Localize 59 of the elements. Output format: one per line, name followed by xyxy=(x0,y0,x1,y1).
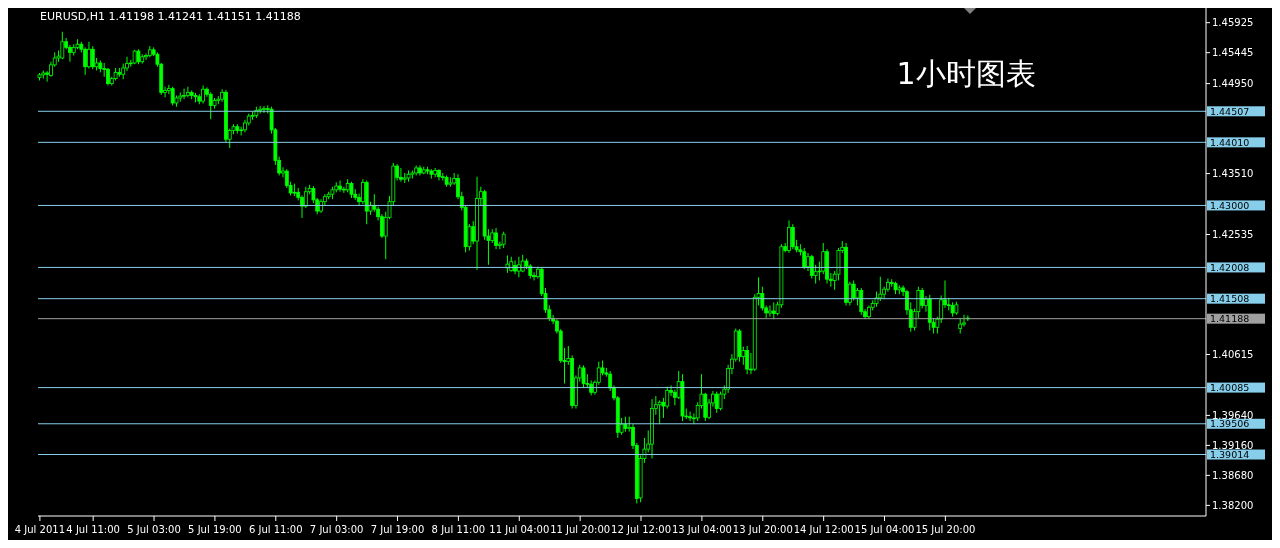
y-tick-label: 1.45445 xyxy=(1212,47,1254,59)
x-tick-label: 12 Jul 12:00 xyxy=(611,524,672,535)
candlestick xyxy=(494,227,498,250)
candlestick xyxy=(185,86,190,98)
ref-line-label: 1.39014 xyxy=(1210,449,1250,461)
candlestick xyxy=(768,304,772,318)
candlestick xyxy=(182,88,186,100)
ref-line-label: 1.39506 xyxy=(1210,418,1250,430)
x-tick-label: 7 Jul 03:00 xyxy=(309,524,364,535)
candlestick xyxy=(262,105,266,114)
x-tick-label: 7 Jul 19:00 xyxy=(370,524,425,535)
ref-line-label: 1.41508 xyxy=(1210,293,1250,305)
x-tick-label: 15 Jul 04:00 xyxy=(854,524,915,535)
y-tick-label: 1.40615 xyxy=(1212,349,1254,361)
ref-line-label: 1.40085 xyxy=(1210,382,1250,394)
x-tick-label: 4 Jul 11:00 xyxy=(66,524,120,535)
candlestick xyxy=(657,399,662,425)
x-tick-label: 6 Jul 11:00 xyxy=(248,524,303,535)
candlestick xyxy=(802,247,807,270)
candlestick xyxy=(201,84,205,105)
candlestick xyxy=(399,167,403,183)
y-tick-label: 1.44950 xyxy=(1212,78,1254,90)
candlestick xyxy=(927,294,932,331)
x-tick-label: 13 Jul 04:00 xyxy=(671,524,732,535)
x-tick-label: 4 Jul 2011 xyxy=(14,524,66,535)
candlestick xyxy=(338,179,342,193)
candlestick xyxy=(790,223,795,250)
ref-line-label: 1.44507 xyxy=(1210,105,1250,117)
y-tick-label: 1.43510 xyxy=(1212,168,1254,180)
candlestick xyxy=(90,45,95,70)
candlestick xyxy=(809,254,814,280)
candlestick xyxy=(806,252,810,272)
candlestick xyxy=(83,46,88,76)
x-tick-label: 8 Jul 11:00 xyxy=(431,524,486,535)
y-tick-label: 1.39160 xyxy=(1212,439,1254,451)
ref-line-label: 1.42008 xyxy=(1210,261,1250,273)
candlestick xyxy=(87,41,91,70)
x-tick-label: 14 Jul 12:00 xyxy=(793,524,854,535)
candlestick xyxy=(787,219,791,254)
y-tick-label: 1.38200 xyxy=(1212,499,1254,511)
candlestick xyxy=(513,259,517,275)
y-tick-label: 1.42535 xyxy=(1212,229,1254,241)
ref-line-label: 1.44010 xyxy=(1210,136,1250,148)
x-tick-label: 5 Jul 03:00 xyxy=(127,524,181,535)
x-tick-label: 5 Jul 19:00 xyxy=(188,524,242,535)
chart-title: EURUSD,H1 1.41198 1.41241 1.41151 1.41188 xyxy=(40,10,301,23)
y-tick-label: 1.45925 xyxy=(1212,17,1254,29)
candlestick xyxy=(745,345,750,375)
x-tick-label: 13 Jul 20:00 xyxy=(732,524,793,535)
x-tick-label: 11 Jul 04:00 xyxy=(489,524,550,535)
candlestick xyxy=(920,287,925,310)
y-tick-label: 1.38680 xyxy=(1212,469,1254,481)
y-tick-label: 1.39640 xyxy=(1212,409,1254,421)
candlestick xyxy=(688,411,692,422)
annotation: 1小时图表 xyxy=(896,55,1036,93)
x-tick-label: 11 Jul 20:00 xyxy=(550,524,611,535)
ref-line-label: 1.41188 xyxy=(1210,313,1250,325)
ref-line-label: 1.43000 xyxy=(1210,199,1250,211)
x-tick-label: 15 Jul 20:00 xyxy=(915,524,976,535)
